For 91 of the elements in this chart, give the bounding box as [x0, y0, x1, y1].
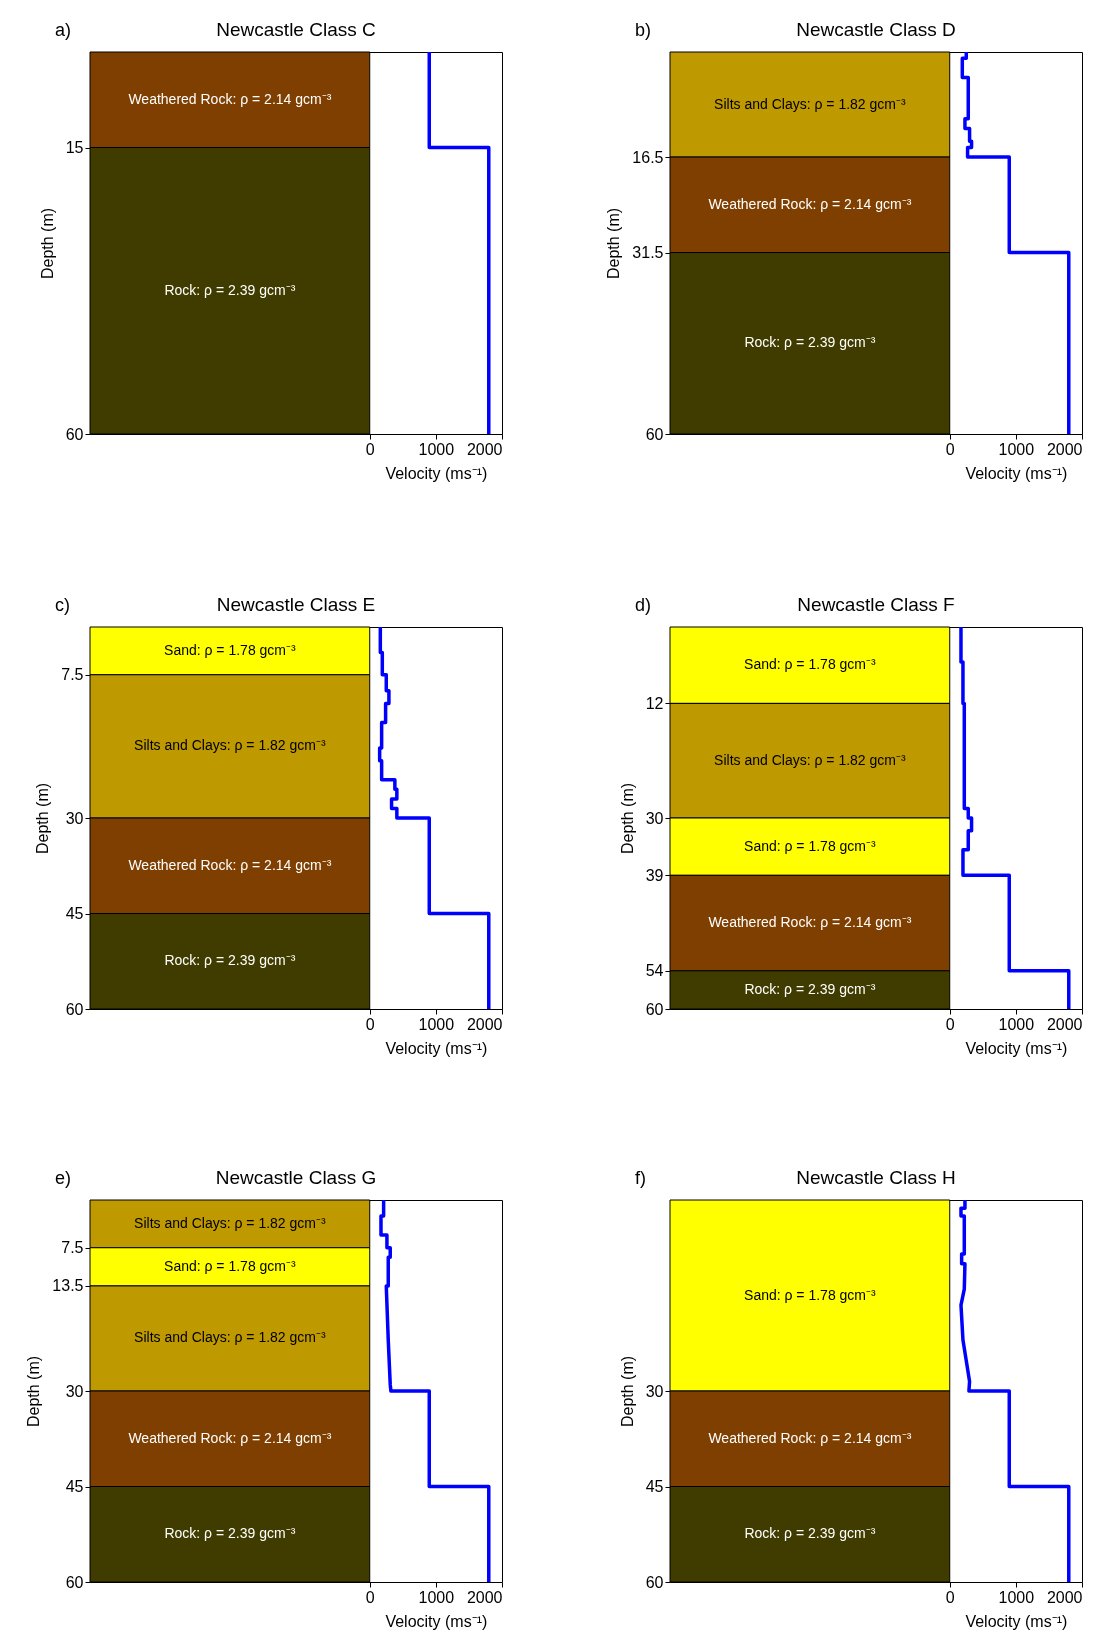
band-label: Rock: ρ = 2.39 gcm⁻³ [744, 1525, 876, 1542]
x-tick-label: 0 [945, 1015, 955, 1033]
x-tick-label: 0 [365, 1588, 375, 1606]
band-label: Sand: ρ = 1.78 gcm⁻³ [744, 837, 877, 854]
y-tick-label: 45 [65, 1478, 84, 1495]
band-label: Weathered Rock: ρ = 2.14 gcm⁻³ [708, 914, 912, 931]
chart-title: Newcastle Class F [797, 594, 955, 615]
y-tick-label: 30 [65, 809, 84, 827]
band-label: Weathered Rock: ρ = 2.14 gcm⁻³ [708, 1429, 912, 1446]
y-tick-label: 39 [645, 866, 664, 884]
y-tick-label: 60 [65, 1573, 84, 1591]
band-label: Silts and Clays: ρ = 1.82 gcm⁻³ [134, 1214, 326, 1231]
band-label: Rock: ρ = 2.39 gcm⁻³ [744, 334, 876, 351]
y-tick-label: 60 [645, 1000, 664, 1018]
x-axis-title: Velocity (ms⁻¹) [385, 1612, 488, 1630]
y-tick-label: 7.5 [61, 666, 84, 684]
y-tick-label: 31.5 [632, 244, 664, 262]
band-label: Sand: ρ = 1.78 gcm⁻³ [164, 641, 297, 658]
x-tick-label: 2000 [1046, 1588, 1083, 1606]
chart-title: Newcastle Class H [796, 1167, 956, 1188]
x-tick-label: 1000 [998, 1588, 1035, 1606]
band-label: Weathered Rock: ρ = 2.14 gcm⁻³ [128, 856, 332, 873]
y-tick-label: 60 [645, 1573, 664, 1591]
band-label: Weathered Rock: ρ = 2.14 gcm⁻³ [128, 90, 332, 107]
band-label: Rock: ρ = 2.39 gcm⁻³ [164, 1525, 296, 1542]
band-label: Sand: ρ = 1.78 gcm⁻³ [164, 1257, 297, 1274]
text: c) [55, 595, 70, 615]
y-tick-label: 45 [645, 1478, 664, 1495]
chart-title: Newcastle Class D [796, 19, 956, 40]
x-tick-label: 0 [365, 1015, 375, 1033]
band-label: Weathered Rock: ρ = 2.14 gcm⁻³ [128, 1429, 332, 1446]
band-label: Rock: ρ = 2.39 gcm⁻³ [164, 952, 296, 969]
y-tick-label: 60 [65, 425, 84, 443]
y-tick-label: 16.5 [632, 148, 664, 166]
x-tick-label: 2000 [466, 1015, 503, 1033]
x-tick-label: 2000 [466, 440, 503, 458]
y-tick-label: 60 [65, 1000, 84, 1018]
text: a) [55, 20, 72, 40]
y-axis-title: Depth (m) [618, 782, 636, 855]
band-label: Silts and Clays: ρ = 1.82 gcm⁻³ [714, 95, 906, 112]
line-series [959, 1200, 1071, 1582]
x-axis-title: Velocity (ms⁻¹) [965, 464, 1068, 482]
line-series [959, 627, 1071, 1009]
x-tick-label: 0 [365, 440, 375, 458]
line-series [377, 627, 491, 1009]
y-tick-label: 60 [645, 425, 664, 443]
x-tick-label: 0 [945, 440, 955, 458]
x-axis-title: Velocity (ms⁻¹) [965, 1039, 1068, 1057]
y-axis-title: Depth (m) [25, 1355, 43, 1428]
band-label: Rock: ρ = 2.39 gcm⁻³ [164, 281, 296, 298]
line-series [379, 1200, 491, 1582]
y-axis-title: Depth (m) [605, 207, 623, 280]
x-tick-label: 1000 [418, 440, 455, 458]
x-tick-label: 1000 [418, 1588, 455, 1606]
y-axis-title: Depth (m) [38, 207, 56, 280]
x-tick-label: 2000 [1046, 1015, 1083, 1033]
y-tick-label: 13.5 [52, 1277, 84, 1295]
y-tick-label: 15 [65, 139, 84, 156]
y-tick-label: 7.5 [61, 1239, 84, 1257]
band-label: Silts and Clays: ρ = 1.82 gcm⁻³ [134, 1329, 326, 1346]
band-label: Sand: ρ = 1.78 gcm⁻³ [744, 656, 877, 673]
y-tick-label: 30 [65, 1382, 84, 1400]
band-label: Silts and Clays: ρ = 1.82 gcm⁻³ [134, 737, 326, 754]
text: d) [635, 595, 652, 615]
band-label: Silts and Clays: ρ = 1.82 gcm⁻³ [714, 751, 906, 768]
chart-title: Newcastle Class G [215, 1167, 377, 1188]
y-tick-label: 12 [645, 694, 664, 712]
text: e) [55, 1168, 72, 1188]
band-label: Weathered Rock: ρ = 2.14 gcm⁻³ [708, 195, 912, 212]
text: b) [635, 20, 652, 40]
y-tick-label: 45 [65, 905, 84, 922]
text: f) [635, 1168, 646, 1188]
band-label: Rock: ρ = 2.39 gcm⁻³ [744, 980, 876, 997]
chart-title: Newcastle Class E [216, 594, 376, 615]
y-axis-title: Depth (m) [34, 782, 52, 855]
y-tick-label: 54 [645, 962, 664, 980]
x-tick-label: 1000 [998, 440, 1035, 458]
x-axis-title: Velocity (ms⁻¹) [385, 464, 488, 482]
y-tick-label: 30 [645, 1382, 664, 1400]
x-tick-label: 1000 [418, 1015, 455, 1033]
x-axis-title: Velocity (ms⁻¹) [385, 1039, 488, 1057]
y-tick-label: 30 [645, 809, 664, 827]
x-tick-label: 2000 [1046, 440, 1083, 458]
x-tick-label: 2000 [466, 1588, 503, 1606]
x-tick-label: 0 [945, 1588, 955, 1606]
x-tick-label: 1000 [998, 1015, 1035, 1033]
line-series [960, 52, 1071, 434]
x-axis-title: Velocity (ms⁻¹) [965, 1612, 1068, 1630]
band-label: Sand: ρ = 1.78 gcm⁻³ [744, 1286, 877, 1303]
chart-title: Newcastle Class C [216, 19, 376, 40]
y-axis-title: Depth (m) [618, 1355, 636, 1428]
